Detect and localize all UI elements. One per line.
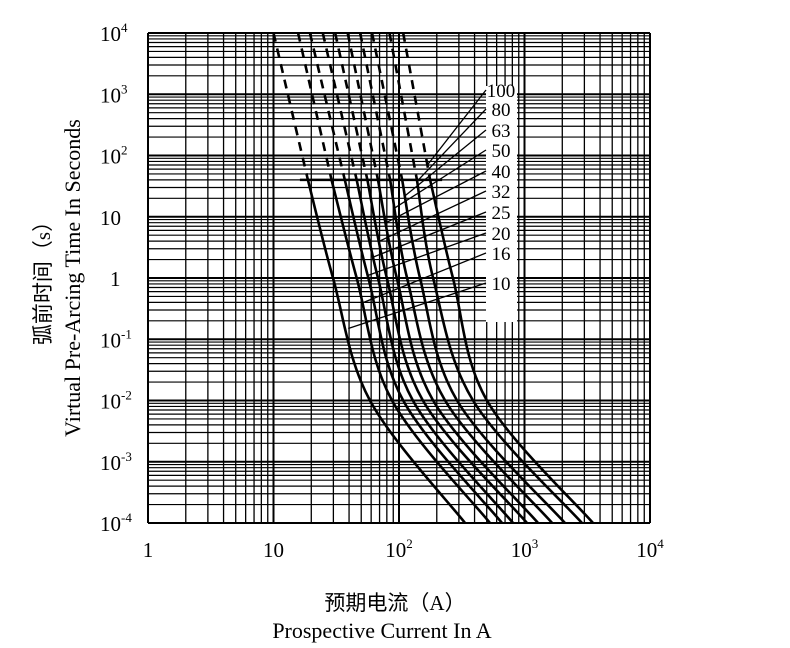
curve-32a <box>366 179 528 524</box>
leader-line-100 <box>426 89 487 166</box>
curve-label-100: 100 <box>487 81 516 102</box>
curve-20a <box>343 179 504 524</box>
curve-label-32: 32 <box>492 182 511 203</box>
tick-base: 10 <box>100 145 121 169</box>
tick-exponent: 4 <box>121 20 128 35</box>
leader-line-80 <box>416 108 487 182</box>
tick-base: 10 <box>100 206 121 230</box>
leader-line-50 <box>394 149 487 209</box>
leader-line-63 <box>404 129 487 197</box>
tick-base: 10 <box>385 538 406 562</box>
curve-label-80: 80 <box>492 100 511 121</box>
y-tick-label: 10-4 <box>100 510 132 536</box>
tick-base: 10 <box>100 22 121 46</box>
curves <box>272 32 594 524</box>
x-axis-title: Prospective Current In A <box>272 618 491 643</box>
x-tick-label: 10 <box>263 538 284 562</box>
x-tick-label: 1 <box>143 538 154 562</box>
tick-exponent: 2 <box>406 536 413 551</box>
curve-label-40: 40 <box>492 162 511 183</box>
y-tick-label: 102 <box>100 143 128 169</box>
x-tick-label: 102 <box>385 536 413 562</box>
curve-25a <box>355 179 515 524</box>
curve-label-10: 10 <box>492 274 511 295</box>
tick-exponent: -1 <box>121 326 132 341</box>
x-axis-title-cn: 预期电流（A） <box>324 591 465 615</box>
tick-base: 10 <box>100 451 121 475</box>
tick-exponent: 3 <box>532 536 539 551</box>
y-axis-title-cn: 弧前时间（s） <box>31 211 55 345</box>
curve-50a <box>388 179 554 524</box>
curve-label-20: 20 <box>492 224 511 245</box>
y-tick-label: 104 <box>100 20 128 46</box>
y-axis-title: Virtual Pre-Arcing Time In Seconds <box>60 119 85 437</box>
leader-line-32 <box>379 190 487 242</box>
curve-40a <box>376 179 540 524</box>
curve-label-box <box>486 86 517 322</box>
curve-10a <box>306 179 467 524</box>
y-tick-label: 10-1 <box>100 326 132 352</box>
leader-line-10 <box>348 282 487 330</box>
curve-63a <box>400 179 566 524</box>
leader-line-20 <box>367 232 487 277</box>
y-tick-label: 1 <box>110 267 121 291</box>
tick-exponent: 4 <box>657 536 664 551</box>
y-tick-label: 10 <box>100 206 121 230</box>
curve-80a <box>415 179 583 524</box>
grid <box>147 32 651 524</box>
tick-base: 10 <box>100 328 121 352</box>
leader-line-16 <box>363 252 487 303</box>
curve-label-63: 63 <box>492 121 511 142</box>
curve-label-50: 50 <box>492 141 511 162</box>
y-tick-label: 10-3 <box>100 449 132 475</box>
y-tick-label: 103 <box>100 81 128 107</box>
tick-exponent: -3 <box>121 449 132 464</box>
tick-exponent: -4 <box>121 510 132 525</box>
tick-base: 10 <box>100 83 121 107</box>
curve-16a <box>330 179 492 524</box>
x-tick-label: 104 <box>636 536 664 562</box>
tick-exponent: 3 <box>121 81 128 96</box>
curve-100a <box>428 179 594 524</box>
tick-base: 10 <box>511 538 532 562</box>
x-tick-label: 103 <box>511 536 539 562</box>
curve-label-25: 25 <box>492 203 511 224</box>
tick-base: 10 <box>100 390 121 414</box>
tick-base: 1 <box>110 267 121 291</box>
leader-line-25 <box>373 211 487 258</box>
tick-base: 10 <box>636 538 657 562</box>
tick-base: 10 <box>100 512 121 536</box>
leader-line-40 <box>385 170 487 224</box>
curve-label-16: 16 <box>492 244 511 265</box>
tick-exponent: 2 <box>121 143 128 158</box>
y-tick-label: 10-2 <box>100 388 132 414</box>
tick-base: 1 <box>143 538 154 562</box>
tick-base: 10 <box>263 538 284 562</box>
tick-exponent: -2 <box>121 388 132 403</box>
